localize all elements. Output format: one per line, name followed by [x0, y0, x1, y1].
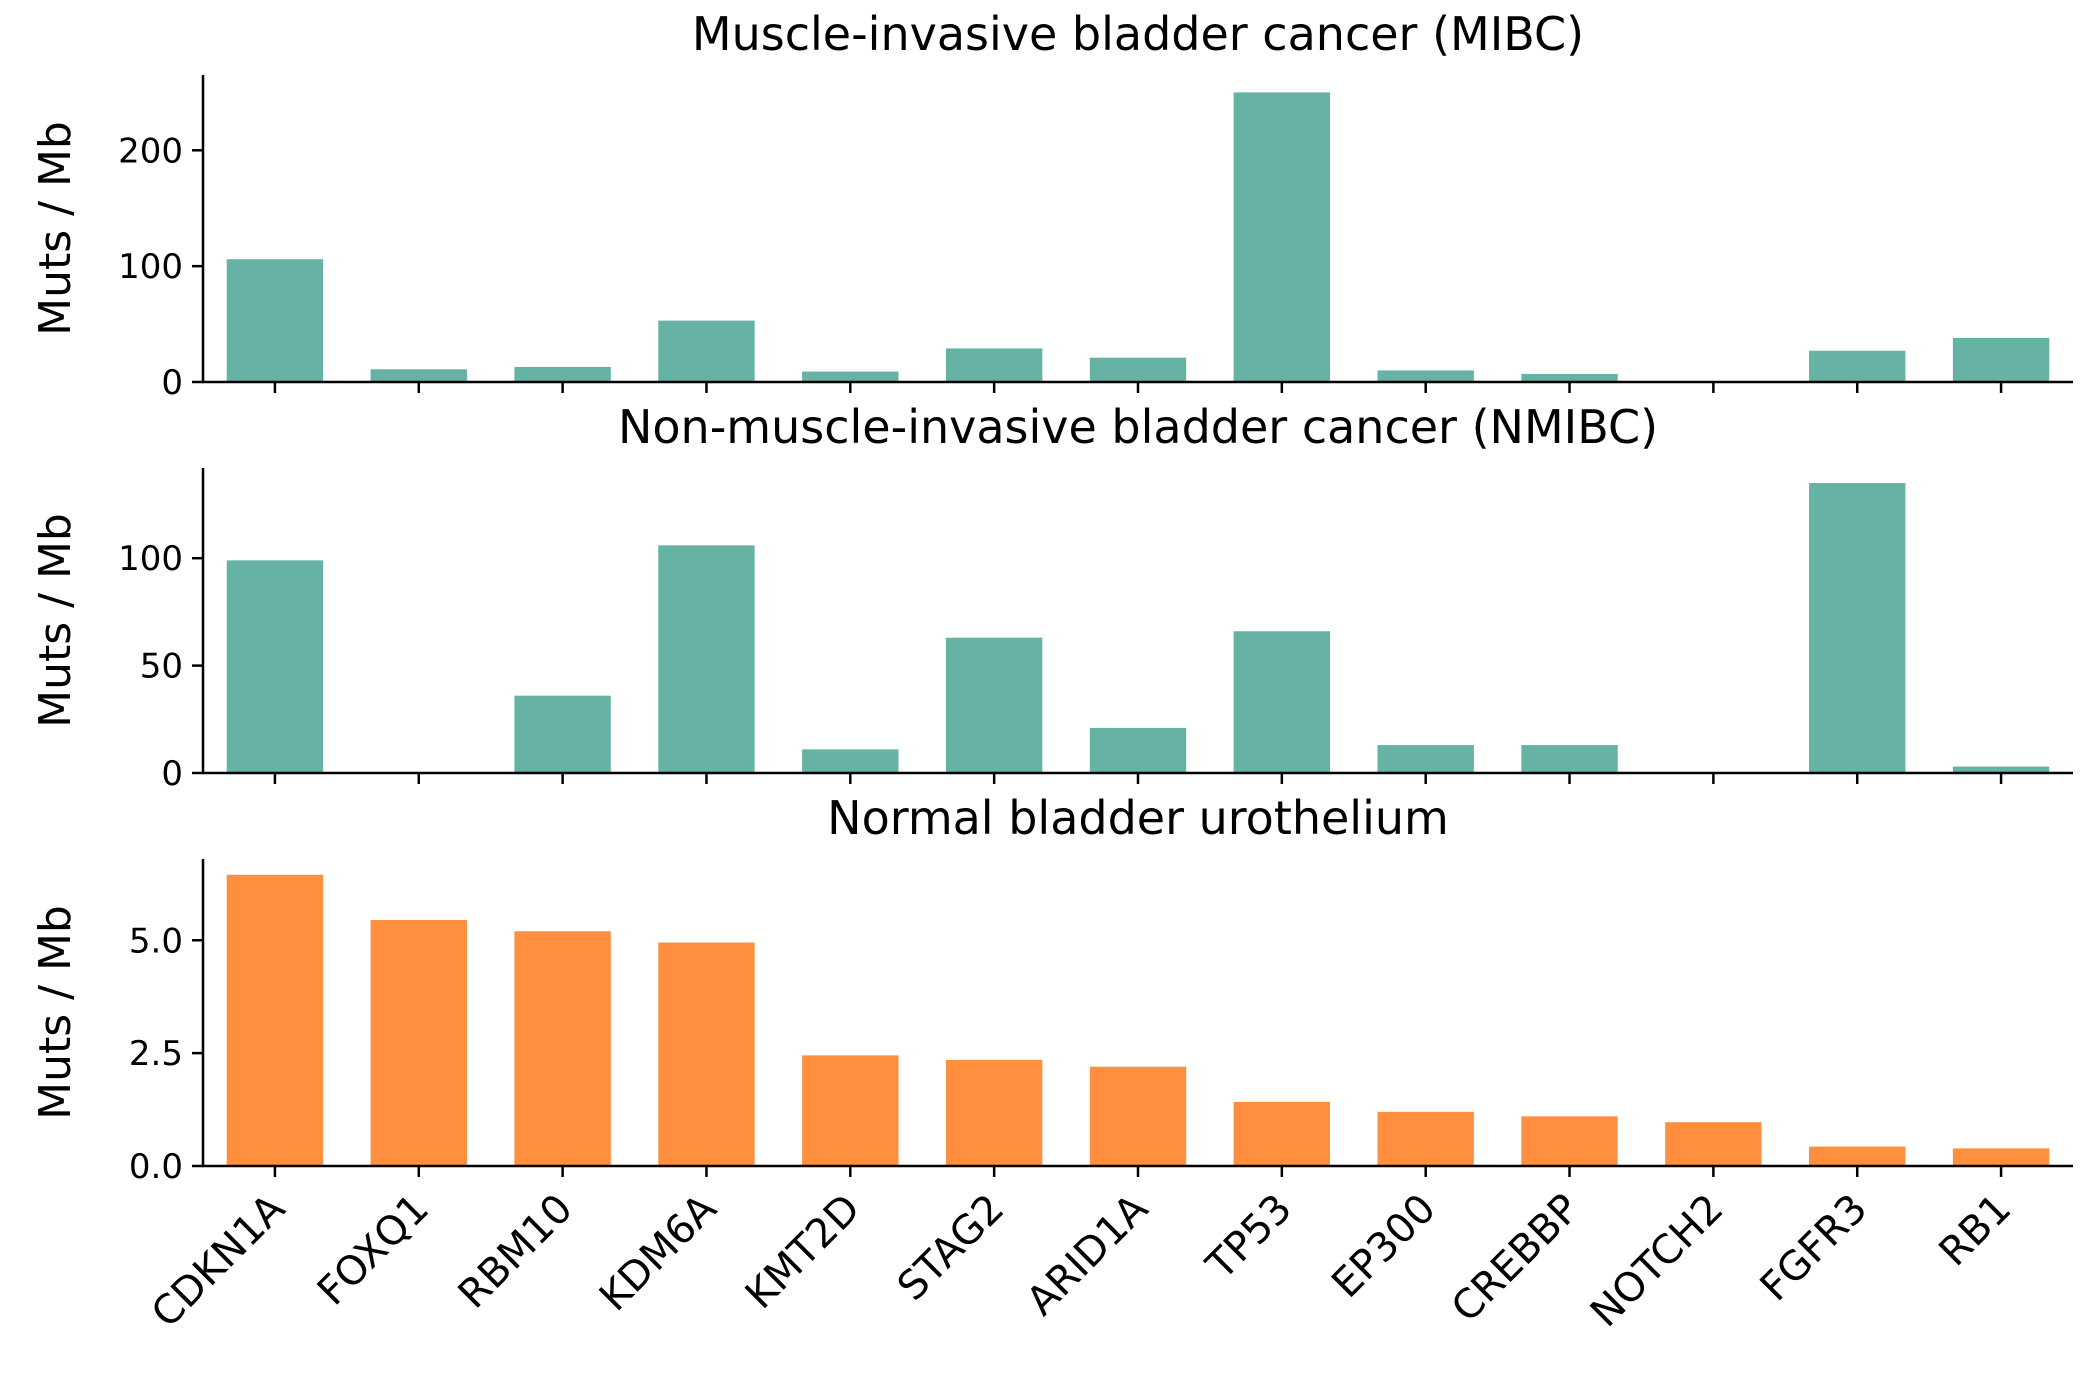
y-axis-label: Muts / Mb [30, 121, 81, 336]
x-tick-label-rb1: RB1 [1931, 1186, 2021, 1276]
bar-rb1 [1952, 337, 2050, 382]
x-tick-label-crebbp: CREBBP [1443, 1186, 1589, 1332]
bar-stag2 [945, 348, 1043, 382]
chart-title: Muscle-invasive bladder cancer (MIBC) [692, 7, 1584, 61]
x-tick-label-cdkn1a: CDKN1A [143, 1185, 295, 1337]
x-tick-label-stag2: STAG2 [889, 1186, 1013, 1310]
bar-arid1a [1089, 727, 1187, 773]
y-tick-label: 200 [118, 131, 183, 171]
bar-rb1 [1952, 766, 2050, 773]
x-tick-label-kdm6a: KDM6A [591, 1185, 726, 1320]
x-tick-label-arid1a: ARID1A [1018, 1185, 1157, 1324]
bar-stag2 [945, 637, 1043, 773]
bar-arid1a [1089, 357, 1187, 382]
chart-title: Non-muscle-invasive bladder cancer (NMIB… [618, 400, 1658, 454]
y-tick-label: 100 [118, 539, 183, 579]
bar-ep300 [1377, 1111, 1474, 1166]
bar-tp53 [1233, 92, 1331, 383]
bar-cdkn1a [226, 259, 324, 382]
bar-cdkn1a [226, 874, 324, 1166]
bar-tp53 [1233, 631, 1331, 773]
bar-rb1 [1952, 1148, 2050, 1166]
bar-crebbp [1521, 1116, 1618, 1166]
bar-fgfr3 [1809, 350, 1906, 382]
bar-rbm10 [514, 931, 611, 1166]
bar-ep300 [1377, 370, 1474, 382]
y-axis-label: Muts / Mb [30, 905, 81, 1120]
x-tick-label-ep300: EP300 [1323, 1186, 1444, 1307]
y-tick-label: 0 [161, 754, 183, 794]
x-tick-label-kmt2d: KMT2D [737, 1186, 870, 1319]
bar-arid1a [1089, 1066, 1187, 1166]
bar-kdm6a [658, 942, 755, 1166]
chart-title: Normal bladder urothelium [827, 791, 1449, 845]
bar-rbm10 [514, 366, 611, 382]
x-tick-label-notch2: NOTCH2 [1582, 1186, 1733, 1337]
bar-foxq1 [370, 369, 467, 382]
bar-fgfr3 [1809, 483, 1906, 773]
bar-ep300 [1377, 745, 1474, 773]
bar-kmt2d [802, 1055, 899, 1166]
x-tick-label-tp53: TP53 [1197, 1186, 1301, 1290]
y-axis-label: Muts / Mb [30, 513, 81, 728]
x-tick-label-foxq1: FOXQ1 [309, 1186, 438, 1315]
bar-fgfr3 [1809, 1146, 1906, 1166]
bar-stag2 [945, 1059, 1043, 1166]
bar-kdm6a [658, 545, 755, 773]
y-tick-label: 0 [161, 363, 183, 403]
x-tick-label-rbm10: RBM10 [450, 1186, 582, 1318]
bar-crebbp [1521, 373, 1618, 382]
y-tick-label: 100 [118, 247, 183, 287]
y-tick-label: 2.5 [129, 1034, 183, 1074]
x-tick-label-fgfr3: FGFR3 [1752, 1186, 1877, 1311]
bar-notch2 [1665, 1122, 1762, 1166]
y-tick-label: 50 [140, 647, 183, 687]
y-tick-label: 0.0 [129, 1147, 183, 1187]
bar-tp53 [1233, 1101, 1331, 1166]
bar-crebbp [1521, 745, 1618, 773]
y-tick-label: 5.0 [129, 921, 183, 961]
bar-kdm6a [658, 320, 755, 382]
bar-kmt2d [802, 371, 899, 382]
bar-kmt2d [802, 749, 899, 773]
bar-cdkn1a [226, 560, 324, 773]
bar-foxq1 [370, 919, 467, 1166]
bar-rbm10 [514, 695, 611, 773]
